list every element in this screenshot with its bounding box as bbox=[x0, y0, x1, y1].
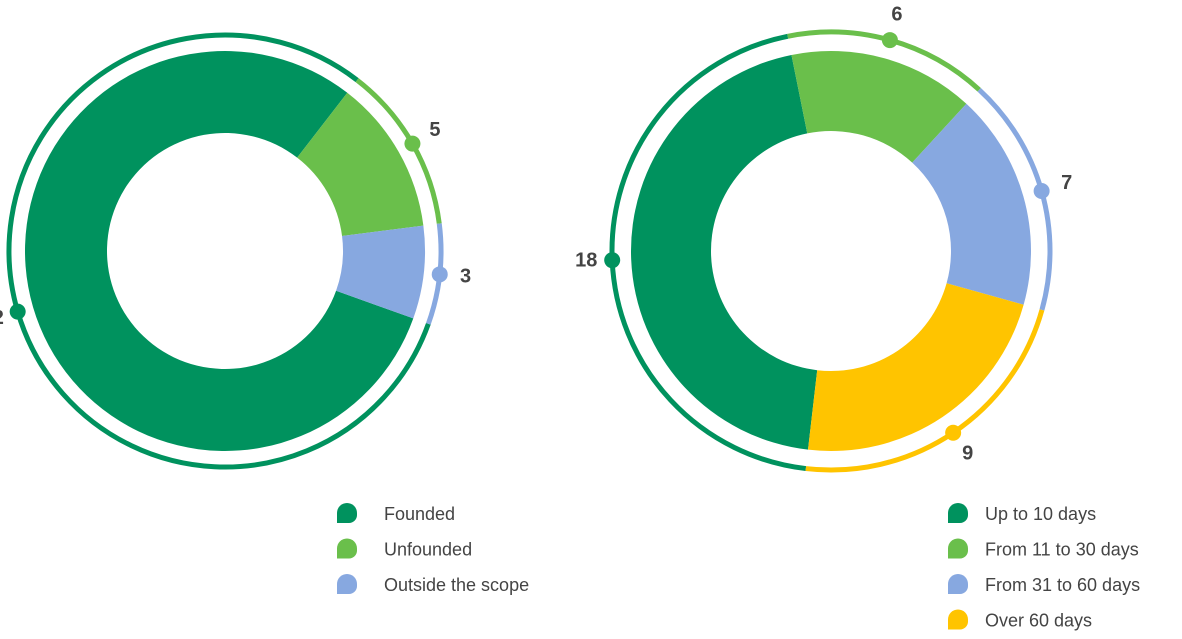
legend-label: Unfounded bbox=[384, 539, 472, 559]
value-label: 3 bbox=[460, 265, 471, 287]
donut-segment bbox=[336, 225, 425, 319]
legend-label: Outside the scope bbox=[384, 575, 529, 595]
legend-marker bbox=[948, 609, 968, 630]
donut-segment bbox=[297, 92, 424, 237]
legend-label: From 11 to 30 days bbox=[985, 539, 1139, 559]
label-dot bbox=[945, 424, 962, 441]
value-label: 32 bbox=[0, 307, 4, 329]
value-label: 18 bbox=[575, 250, 597, 272]
value-label: 7 bbox=[1061, 172, 1072, 194]
legend-marker bbox=[337, 538, 357, 559]
label-dot bbox=[1033, 183, 1050, 200]
value-label: 6 bbox=[891, 3, 902, 25]
value-label: 9 bbox=[962, 443, 973, 465]
legend-marker bbox=[948, 503, 968, 523]
legend-label: From 31 to 60 days bbox=[985, 575, 1140, 595]
donut-segment bbox=[630, 54, 818, 450]
donut-segment bbox=[25, 50, 414, 451]
legend-marker bbox=[948, 574, 968, 594]
label-dot bbox=[404, 135, 421, 152]
label-dot bbox=[881, 32, 898, 49]
value-label: 5 bbox=[429, 119, 440, 141]
legend-label: Founded bbox=[384, 504, 455, 524]
legend-label: Up to 10 days bbox=[985, 504, 1096, 524]
label-dot bbox=[604, 252, 621, 269]
donut-segment bbox=[791, 51, 967, 163]
donut-segment bbox=[808, 283, 1024, 451]
donut-segment bbox=[912, 103, 1031, 305]
legend-marker bbox=[337, 503, 357, 523]
legend-label: Over 60 days bbox=[985, 610, 1092, 630]
legend-marker bbox=[948, 538, 968, 559]
legend-marker bbox=[337, 574, 357, 594]
label-dot bbox=[431, 266, 448, 283]
label-dot bbox=[9, 303, 26, 320]
